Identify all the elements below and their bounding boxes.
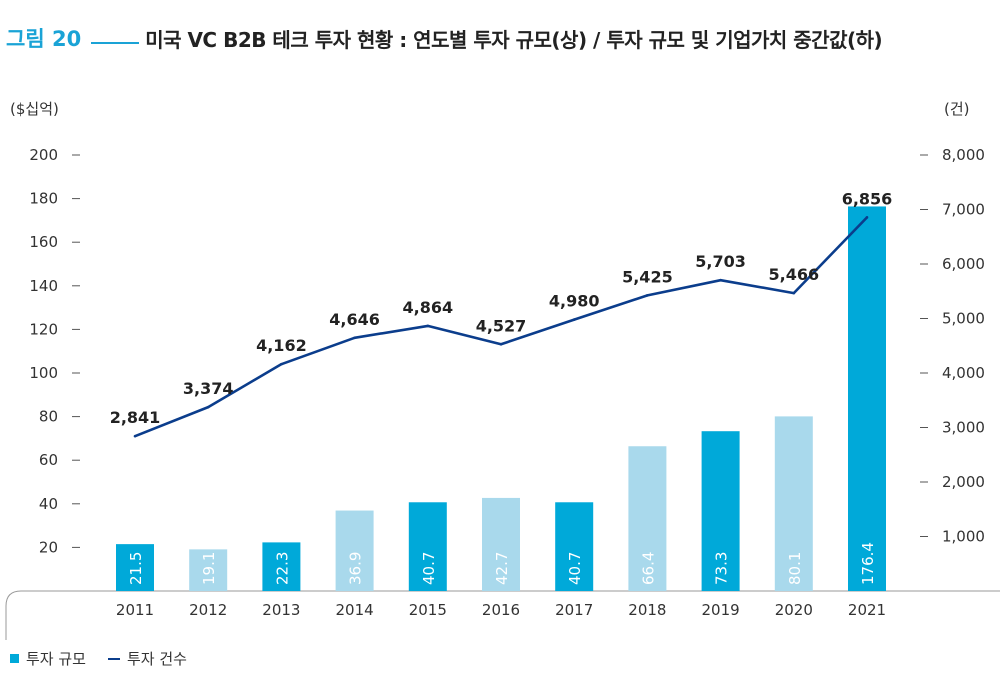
right-tick-label: 8,000 (942, 146, 985, 164)
line-point (646, 294, 649, 297)
bar (774, 416, 813, 591)
bar-series (116, 206, 886, 591)
figure-title-row: 그림 20 미국 VC B2B 테크 투자 현황 : 연도별 투자 규모(상) … (6, 22, 883, 54)
legend: 투자 규모 투자 건수 (10, 648, 209, 669)
bar (482, 497, 520, 591)
right-tick-label: 4,000 (942, 364, 985, 382)
figure-label: 그림 20 (6, 27, 82, 51)
left-tick-label: 140 (29, 277, 58, 295)
data-labels: 21.5 19.1 22.3 36.9 40.7 42.7 40.7 66.4 73.3 80.1… (110, 189, 893, 585)
bar-value-label: 80.1 (786, 552, 804, 585)
line-value-label: 4,646 (329, 310, 380, 329)
line-value-label: 5,703 (695, 252, 746, 271)
legend-item-line: 투자 건수 (107, 648, 187, 669)
line-value-label: 6,856 (842, 189, 893, 208)
bar (628, 446, 667, 591)
line-point (792, 291, 796, 295)
x-tick-label: 2011 (116, 601, 154, 619)
title-rule (91, 42, 140, 44)
legend-label-bar: 투자 규모 (26, 650, 86, 668)
left-tick-label: 120 (29, 320, 58, 338)
right-tick-label: 6,000 (942, 255, 985, 273)
line-point (572, 318, 576, 321)
bar (408, 502, 447, 591)
bar-value-label: 73.3 (713, 552, 731, 585)
bar-value-label: 19.1 (200, 552, 218, 585)
line-point (133, 434, 137, 438)
left-tick-label: 160 (29, 233, 58, 251)
right-tick-label: 7,000 (942, 201, 985, 219)
x-tick-label: 2019 (702, 601, 740, 619)
bar (335, 510, 374, 591)
line-point (719, 278, 722, 282)
right-tick-label: 5,000 (942, 310, 985, 328)
bar-value-label: 66.4 (639, 552, 657, 585)
chart-frame (5, 590, 1000, 640)
chart-baseline (5, 590, 1000, 640)
left-tick-label: 80 (39, 408, 58, 426)
bar-value-label: 36.9 (347, 552, 365, 585)
line-value-label: 4,162 (256, 336, 307, 355)
left-tick-label: 180 (29, 190, 58, 208)
x-tick-label: 2021 (848, 601, 886, 619)
x-tick-label: 2016 (482, 601, 520, 619)
bar-value-label: 22.3 (273, 552, 291, 585)
line-value-label: 4,527 (476, 316, 527, 335)
bar-value-label: 40.7 (566, 552, 584, 585)
left-tick-label: 100 (29, 364, 58, 382)
line-value-label: 5,466 (768, 265, 819, 284)
x-tick-label: 2014 (336, 601, 374, 619)
right-axis-unit: (건) (944, 100, 970, 118)
left-tick-label: 60 (39, 451, 58, 469)
legend-label-line: 투자 건수 (126, 650, 187, 668)
bar-value-label: 21.5 (127, 552, 145, 585)
line-point (499, 342, 503, 346)
line-point (280, 362, 283, 366)
bar-value-label: 42.7 (493, 552, 511, 585)
left-axis-unit: ($십억) (10, 100, 59, 118)
line-value-label: 4,864 (402, 298, 453, 317)
chart-axes: ($십억) (건) 20 40 60 80 100 120 140 160 180 200 1,000 2… (10, 100, 985, 619)
right-tick-label: 1,000 (942, 528, 985, 546)
line-series (133, 216, 869, 438)
bar (189, 549, 228, 591)
line-point (206, 405, 210, 409)
bar (701, 431, 740, 591)
line-point (353, 336, 356, 340)
bar-value-label: 176.4 (859, 542, 877, 585)
x-tick-label: 2017 (555, 601, 593, 619)
right-tick-label: 3,000 (942, 419, 985, 437)
bar (848, 206, 886, 591)
bar (262, 542, 301, 591)
legend-swatch-bar (10, 654, 19, 663)
line-point (865, 216, 869, 219)
x-tick-label: 2018 (628, 601, 666, 619)
figure-title: 미국 VC B2B 테크 투자 현황 : 연도별 투자 규모(상) / 투자 규… (145, 27, 883, 52)
legend-swatch-line (107, 657, 120, 660)
x-tick-label: 2013 (262, 601, 300, 619)
line-value-label: 3,374 (183, 379, 234, 398)
left-tick-label: 200 (29, 146, 58, 164)
legend-item-bar: 투자 규모 (10, 648, 86, 669)
bar (116, 544, 154, 591)
line-value-label: 5,425 (622, 267, 673, 286)
x-tick-label: 2015 (409, 601, 447, 619)
line-value-label: 2,841 (110, 408, 161, 427)
bar (555, 502, 594, 591)
right-tick-label: 2,000 (942, 473, 985, 491)
bar-value-label: 40.7 (420, 552, 438, 585)
left-tick-label: 20 (39, 538, 58, 556)
left-tick-label: 40 (39, 495, 58, 513)
x-tick-label: 2012 (189, 601, 227, 619)
line-value-label: 4,980 (549, 292, 600, 311)
line-point (426, 324, 430, 328)
x-tick-label: 2020 (775, 601, 813, 619)
